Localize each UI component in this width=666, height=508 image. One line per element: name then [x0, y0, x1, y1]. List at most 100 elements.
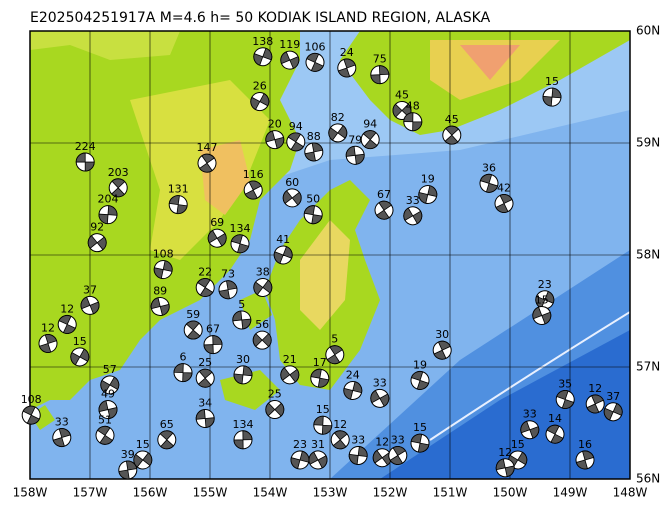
depth-label: 30	[435, 328, 449, 341]
depth-label: 22	[198, 265, 212, 278]
beachball	[195, 277, 215, 297]
beachball	[520, 420, 540, 440]
lon-label: 156W	[133, 486, 168, 500]
depth-label: 33	[55, 416, 69, 429]
lat-label: 56N	[636, 472, 660, 486]
beachball-compression	[150, 297, 170, 316]
depth-label: 119	[279, 38, 300, 51]
beachball	[133, 450, 153, 470]
beachball	[303, 205, 323, 225]
beachball-compression	[159, 430, 175, 450]
beachball	[432, 340, 452, 360]
beachball	[52, 428, 72, 448]
beachball-compression	[403, 207, 423, 225]
depth-label: 116	[243, 168, 264, 181]
beachball	[328, 123, 348, 143]
beachball	[290, 450, 310, 470]
beachball-compression	[603, 402, 623, 421]
depth-label: 59	[186, 308, 200, 321]
beachball-compression	[195, 409, 215, 428]
depth-label: 204	[98, 193, 119, 206]
beachball	[418, 185, 438, 205]
depth-label: 57	[103, 363, 117, 376]
beachball	[233, 365, 253, 385]
depth-label: 12	[41, 321, 55, 334]
depth-label: 21	[283, 353, 297, 366]
beachball-compression	[410, 371, 430, 390]
depth-label: 33	[351, 433, 365, 446]
beachball	[57, 314, 77, 334]
depth-label: 6	[180, 351, 187, 364]
depth-label: 147	[197, 141, 218, 154]
beachball	[555, 389, 575, 409]
depth-label: 79	[348, 133, 362, 146]
beachball	[494, 193, 514, 213]
beachball	[150, 297, 170, 317]
depth-label: 60	[285, 176, 299, 189]
beachball-compression	[230, 234, 250, 254]
beachball-compression	[173, 363, 193, 382]
beachball	[75, 152, 95, 172]
beachball	[70, 347, 90, 367]
beachball-compression	[250, 93, 270, 111]
beachball-compression	[410, 433, 430, 453]
depth-label: 17	[313, 356, 327, 369]
depth-label: 224	[75, 140, 96, 153]
lon-label: 148W	[613, 486, 648, 500]
beachball-compression	[375, 200, 393, 220]
beachball-compression	[310, 368, 330, 388]
beachball	[87, 233, 107, 253]
beachball-compression	[252, 333, 272, 348]
beachball-compression	[233, 430, 253, 450]
beachball-compression	[345, 145, 365, 165]
beachball	[80, 295, 100, 315]
depth-label: 67	[377, 188, 391, 201]
beachball	[157, 430, 177, 450]
depth-label: 108	[153, 248, 174, 261]
depth-label: 49	[101, 388, 115, 401]
beachball-compression	[290, 450, 310, 470]
depth-label: 37	[606, 390, 620, 403]
beachball	[442, 125, 462, 145]
depth-label: 34	[198, 397, 212, 410]
beachball-compression	[253, 47, 273, 66]
depth-label: 15	[136, 438, 150, 451]
beachball-compression	[244, 180, 262, 200]
depth-label: 35	[558, 377, 572, 390]
depth-label: 19	[413, 358, 427, 371]
depth-label: 15	[535, 293, 549, 306]
lat-label: 60N	[636, 24, 660, 38]
depth-label: 106	[305, 40, 326, 53]
beachball-compression	[203, 335, 223, 354]
beachball	[230, 234, 250, 254]
beachball-compression	[118, 460, 138, 480]
beachball-compression	[233, 365, 253, 385]
depth-label: 33	[406, 194, 420, 207]
depth-label: 94	[289, 120, 303, 133]
beachball	[173, 363, 193, 383]
beachball-compression	[495, 458, 515, 478]
depth-label: 39	[121, 448, 135, 461]
depth-label: 67	[206, 323, 220, 336]
depth-label: 45	[445, 113, 459, 126]
depth-label: 19	[421, 173, 435, 186]
depth-label: 56	[255, 318, 269, 331]
beachball	[243, 180, 263, 200]
lon-label: 151W	[433, 486, 468, 500]
beachball	[253, 277, 273, 297]
beachball-compression	[433, 340, 451, 360]
lat-label: 59N	[636, 136, 660, 150]
depth-label: 14	[548, 412, 562, 425]
depth-label: 15	[73, 335, 87, 348]
depth-label: 50	[306, 193, 320, 206]
beachball	[153, 260, 173, 280]
beachball-compression	[96, 425, 114, 445]
beachball	[348, 445, 368, 465]
beachball	[370, 388, 390, 408]
beachball	[370, 65, 390, 85]
beachball	[410, 370, 430, 390]
beachball	[282, 188, 302, 208]
beachball	[585, 394, 605, 414]
depth-label: 36	[482, 161, 496, 174]
